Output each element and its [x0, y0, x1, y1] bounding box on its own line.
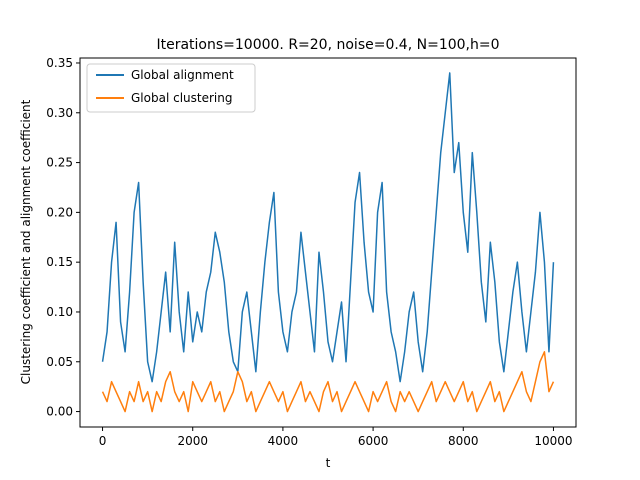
- y-tick-label: 0.35: [46, 56, 73, 70]
- legend: Global alignment Global clustering: [86, 63, 256, 113]
- x-tick-label: 8000: [448, 434, 479, 448]
- chart-title: Iterations=10000. R=20, noise=0.4, N=100…: [156, 37, 499, 53]
- series-line-global-clustering: [101, 351, 555, 413]
- y-tick-label: 0.00: [46, 405, 73, 419]
- plot-frame: [79, 57, 577, 428]
- y-tick-label: 0.05: [46, 355, 73, 369]
- legend-box: [86, 63, 256, 113]
- series-layer: [101, 72, 555, 413]
- y-tick-label: 0.15: [46, 255, 73, 269]
- x-axis: 0 2000 4000 6000 8000 10000: [99, 427, 573, 448]
- x-tick-label: 4000: [268, 434, 299, 448]
- y-tick-label: 0.10: [46, 305, 73, 319]
- x-tick-label: 6000: [358, 434, 389, 448]
- x-tick-label: 2000: [177, 434, 208, 448]
- x-tick-label: 0: [99, 434, 107, 448]
- legend-label-global-alignment: Global alignment: [131, 68, 234, 82]
- series-line-global-alignment: [101, 72, 555, 383]
- y-axis-label: Clustering coefficient and alignment coe…: [19, 99, 33, 384]
- y-tick-label: 0.20: [46, 205, 73, 219]
- x-tick-label: 10000: [534, 434, 572, 448]
- y-axis: 0.00 0.05 0.10 0.15 0.20 0.25 0.30 0.35: [46, 56, 80, 419]
- legend-label-global-clustering: Global clustering: [131, 91, 232, 105]
- y-tick-label: 0.30: [46, 106, 73, 120]
- y-tick-label: 0.25: [46, 156, 73, 170]
- plot-area: [101, 72, 555, 413]
- x-axis-label: t: [326, 456, 331, 470]
